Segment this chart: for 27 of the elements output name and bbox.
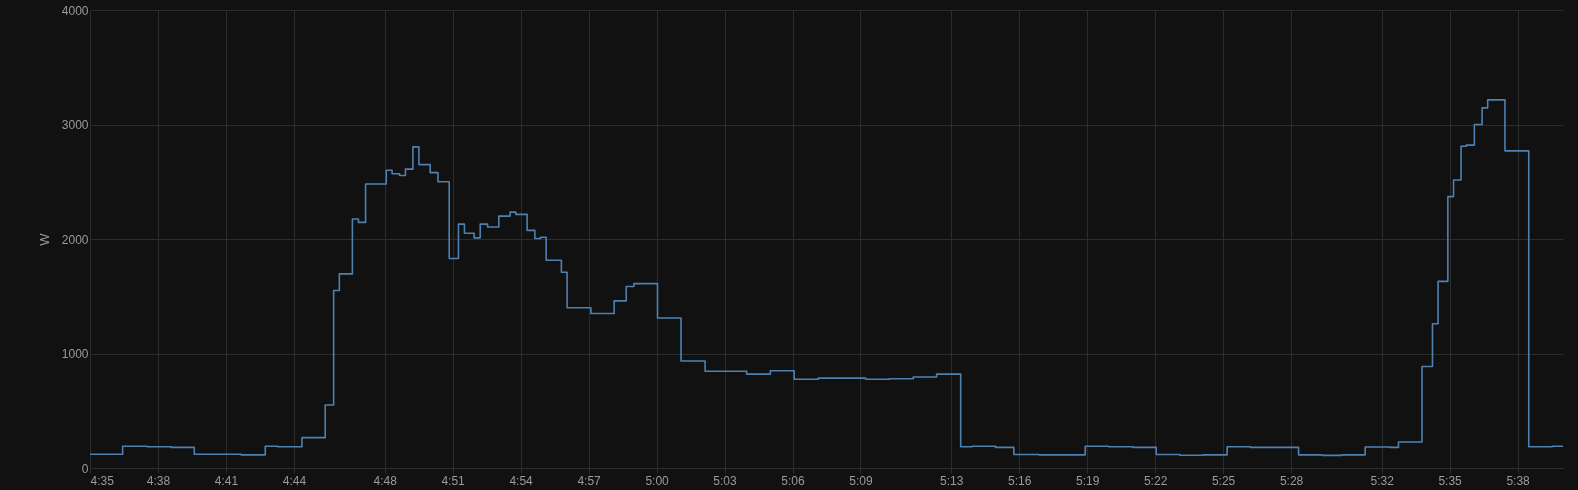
x-tick-label: 5:32 <box>1370 473 1395 488</box>
x-tick-label: 5:13 <box>940 473 964 488</box>
x-tick-label: 5:00 <box>645 473 670 488</box>
x-tick-label: 5:06 <box>781 473 806 488</box>
x-tick-label: 4:44 <box>282 473 307 488</box>
y-axis-title: W <box>36 232 52 246</box>
x-tick-label: 5:22 <box>1143 473 1168 488</box>
x-tick-label: 4:57 <box>577 473 602 488</box>
x-tick-label: 5:38 <box>1506 473 1531 488</box>
y-tick-label: 1000 <box>61 347 89 361</box>
x-tick-label: 5:35 <box>1438 473 1463 488</box>
x-tick-label: 4:48 <box>373 473 398 488</box>
x-tick-label: 5:16 <box>1007 473 1032 488</box>
x-tick-label: 4:38 <box>146 473 171 488</box>
y-tick-label: 3000 <box>61 118 89 132</box>
x-tick-label: 5:28 <box>1279 473 1304 488</box>
x-tick-label: 4:54 <box>509 473 534 488</box>
x-tick-label: 5:25 <box>1211 473 1236 488</box>
x-tick-label: 4:41 <box>214 473 239 488</box>
x-tick-label: 5:09 <box>849 473 873 488</box>
y-tick-label: 4000 <box>61 3 89 18</box>
y-tick-label: 2000 <box>61 232 89 247</box>
x-tick-label: 5:19 <box>1075 473 1100 488</box>
x-tick-label: 4:35 <box>90 473 115 488</box>
x-tick-label: 5:03 <box>713 473 738 488</box>
y-tick-label: 0 <box>81 461 89 476</box>
x-tick-label: 4:51 <box>441 473 466 488</box>
